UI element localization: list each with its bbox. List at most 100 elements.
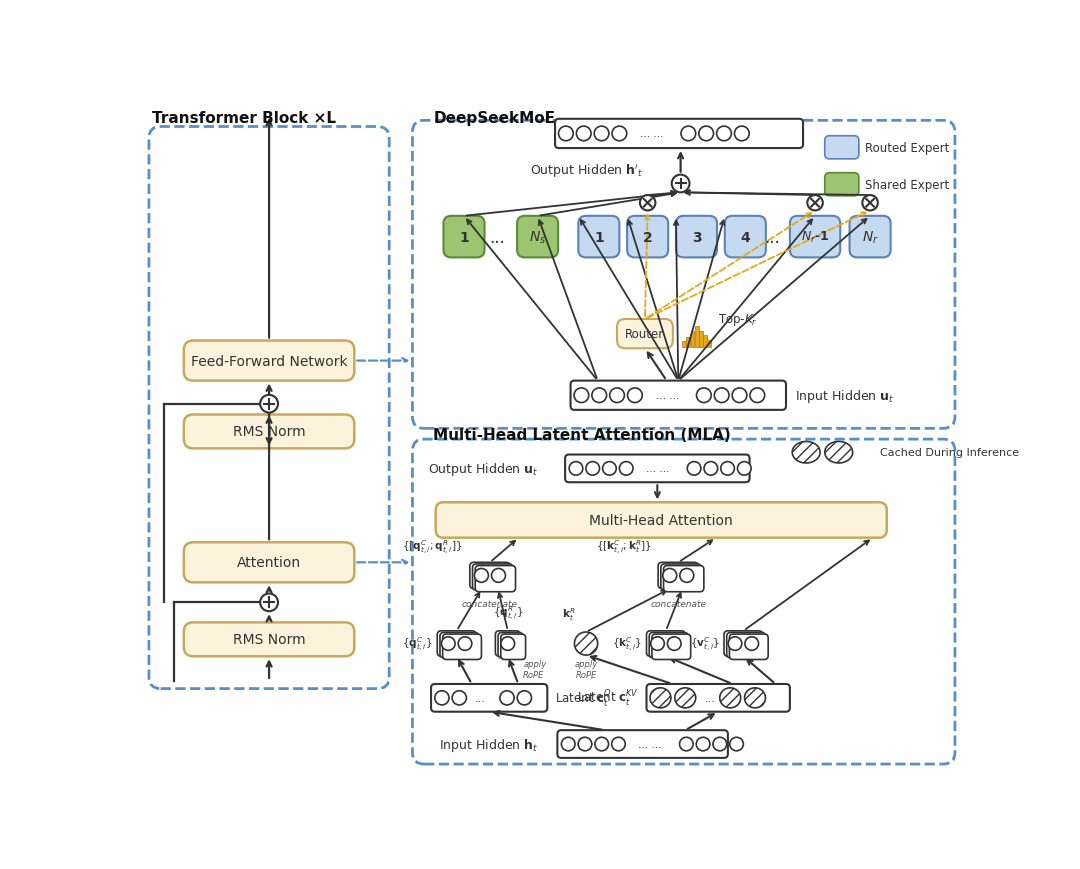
FancyBboxPatch shape — [184, 623, 354, 656]
Text: concatenate: concatenate — [650, 600, 706, 608]
Circle shape — [260, 395, 278, 413]
Circle shape — [577, 127, 591, 142]
Text: $\mathbf{k}^R_t$: $\mathbf{k}^R_t$ — [563, 605, 576, 622]
Circle shape — [714, 388, 729, 403]
Circle shape — [728, 637, 742, 651]
FancyBboxPatch shape — [647, 684, 789, 712]
Circle shape — [500, 691, 514, 705]
Circle shape — [442, 637, 455, 651]
Text: ... ...: ... ... — [646, 464, 670, 474]
Text: ... ...: ... ... — [638, 740, 662, 749]
Circle shape — [745, 637, 758, 651]
FancyBboxPatch shape — [437, 631, 476, 656]
Circle shape — [704, 462, 717, 475]
Circle shape — [562, 738, 575, 751]
Text: Output Hidden $\mathbf{h}'_t$: Output Hidden $\mathbf{h}'_t$ — [530, 163, 644, 180]
Text: ...: ... — [765, 229, 780, 246]
Circle shape — [738, 462, 751, 475]
FancyBboxPatch shape — [661, 564, 701, 590]
Circle shape — [585, 462, 599, 475]
FancyBboxPatch shape — [724, 631, 762, 656]
Circle shape — [260, 594, 278, 612]
FancyBboxPatch shape — [498, 633, 523, 658]
FancyBboxPatch shape — [184, 415, 354, 449]
FancyBboxPatch shape — [789, 216, 840, 258]
Circle shape — [491, 569, 505, 583]
Text: Attention: Attention — [237, 555, 301, 570]
Circle shape — [732, 388, 747, 403]
FancyBboxPatch shape — [501, 634, 526, 660]
Circle shape — [594, 127, 609, 142]
Circle shape — [603, 462, 617, 475]
FancyBboxPatch shape — [729, 634, 768, 660]
FancyBboxPatch shape — [473, 564, 513, 590]
Bar — [694, 327, 699, 348]
Circle shape — [575, 388, 589, 403]
Text: 2: 2 — [643, 230, 652, 244]
Circle shape — [699, 127, 714, 142]
FancyBboxPatch shape — [676, 216, 717, 258]
FancyBboxPatch shape — [578, 216, 619, 258]
Circle shape — [595, 738, 608, 751]
Text: ...: ... — [475, 693, 486, 703]
FancyBboxPatch shape — [658, 562, 699, 589]
Circle shape — [501, 637, 514, 651]
Text: Latent $\mathbf{c}^{KV}_t$: Latent $\mathbf{c}^{KV}_t$ — [577, 688, 638, 708]
Text: $\{\mathbf{q}^R_{t,i}\}$: $\{\mathbf{q}^R_{t,i}\}$ — [492, 604, 523, 622]
Text: $\{[\mathbf{q}^C_{t,i};\mathbf{q}^R_{t,i}]\}$: $\{[\mathbf{q}^C_{t,i};\mathbf{q}^R_{t,i… — [402, 539, 462, 556]
FancyBboxPatch shape — [555, 120, 804, 149]
Text: $\{\mathbf{q}^C_{t,i}\}$: $\{\mathbf{q}^C_{t,i}\}$ — [402, 634, 433, 653]
FancyBboxPatch shape — [652, 634, 691, 660]
Text: DeepSeekMoE: DeepSeekMoE — [433, 110, 555, 126]
Ellipse shape — [575, 633, 597, 655]
Text: Router: Router — [625, 328, 664, 341]
Text: $\{[\mathbf{k}^C_{t,i};\mathbf{k}^R_t]\}$: $\{[\mathbf{k}^C_{t,i};\mathbf{k}^R_t]\}… — [596, 539, 652, 556]
Text: ...: ... — [489, 229, 504, 246]
FancyBboxPatch shape — [649, 633, 688, 658]
Circle shape — [627, 388, 643, 403]
Text: $\{\mathbf{v}^C_{t,i}\}$: $\{\mathbf{v}^C_{t,i}\}$ — [690, 634, 719, 653]
Circle shape — [713, 738, 727, 751]
Ellipse shape — [675, 688, 696, 708]
Circle shape — [610, 388, 624, 403]
Text: Cached During Inference: Cached During Inference — [880, 448, 1018, 458]
Bar — [703, 335, 707, 348]
Circle shape — [679, 738, 693, 751]
Circle shape — [734, 127, 750, 142]
Circle shape — [558, 127, 573, 142]
FancyBboxPatch shape — [440, 633, 478, 658]
Circle shape — [569, 462, 583, 475]
Ellipse shape — [744, 688, 766, 708]
Text: Multi-Head Attention: Multi-Head Attention — [590, 514, 733, 527]
FancyBboxPatch shape — [475, 566, 515, 592]
FancyBboxPatch shape — [850, 216, 891, 258]
Circle shape — [650, 637, 664, 651]
Ellipse shape — [650, 688, 671, 708]
Circle shape — [517, 691, 531, 705]
Circle shape — [592, 388, 607, 403]
Text: 4: 4 — [741, 230, 751, 244]
Circle shape — [611, 738, 625, 751]
Circle shape — [435, 691, 449, 705]
FancyBboxPatch shape — [557, 730, 728, 758]
FancyBboxPatch shape — [565, 455, 750, 482]
Text: 1: 1 — [459, 230, 469, 244]
Circle shape — [808, 196, 823, 211]
Text: Feed-Forward Network: Feed-Forward Network — [191, 355, 348, 368]
Ellipse shape — [793, 442, 820, 463]
Ellipse shape — [719, 688, 741, 708]
Text: RMS Norm: RMS Norm — [233, 633, 306, 647]
Text: Multi-Head Latent Attention (MLA): Multi-Head Latent Attention (MLA) — [433, 428, 731, 442]
Circle shape — [619, 462, 633, 475]
FancyBboxPatch shape — [517, 216, 558, 258]
Circle shape — [679, 569, 693, 583]
FancyBboxPatch shape — [431, 684, 548, 712]
Text: Routed Expert: Routed Expert — [865, 142, 949, 155]
Bar — [699, 331, 703, 348]
Circle shape — [640, 196, 656, 211]
FancyBboxPatch shape — [435, 502, 887, 538]
Text: 1: 1 — [594, 230, 604, 244]
FancyBboxPatch shape — [663, 566, 704, 592]
FancyBboxPatch shape — [627, 216, 669, 258]
Text: Shared Expert: Shared Expert — [865, 178, 949, 191]
